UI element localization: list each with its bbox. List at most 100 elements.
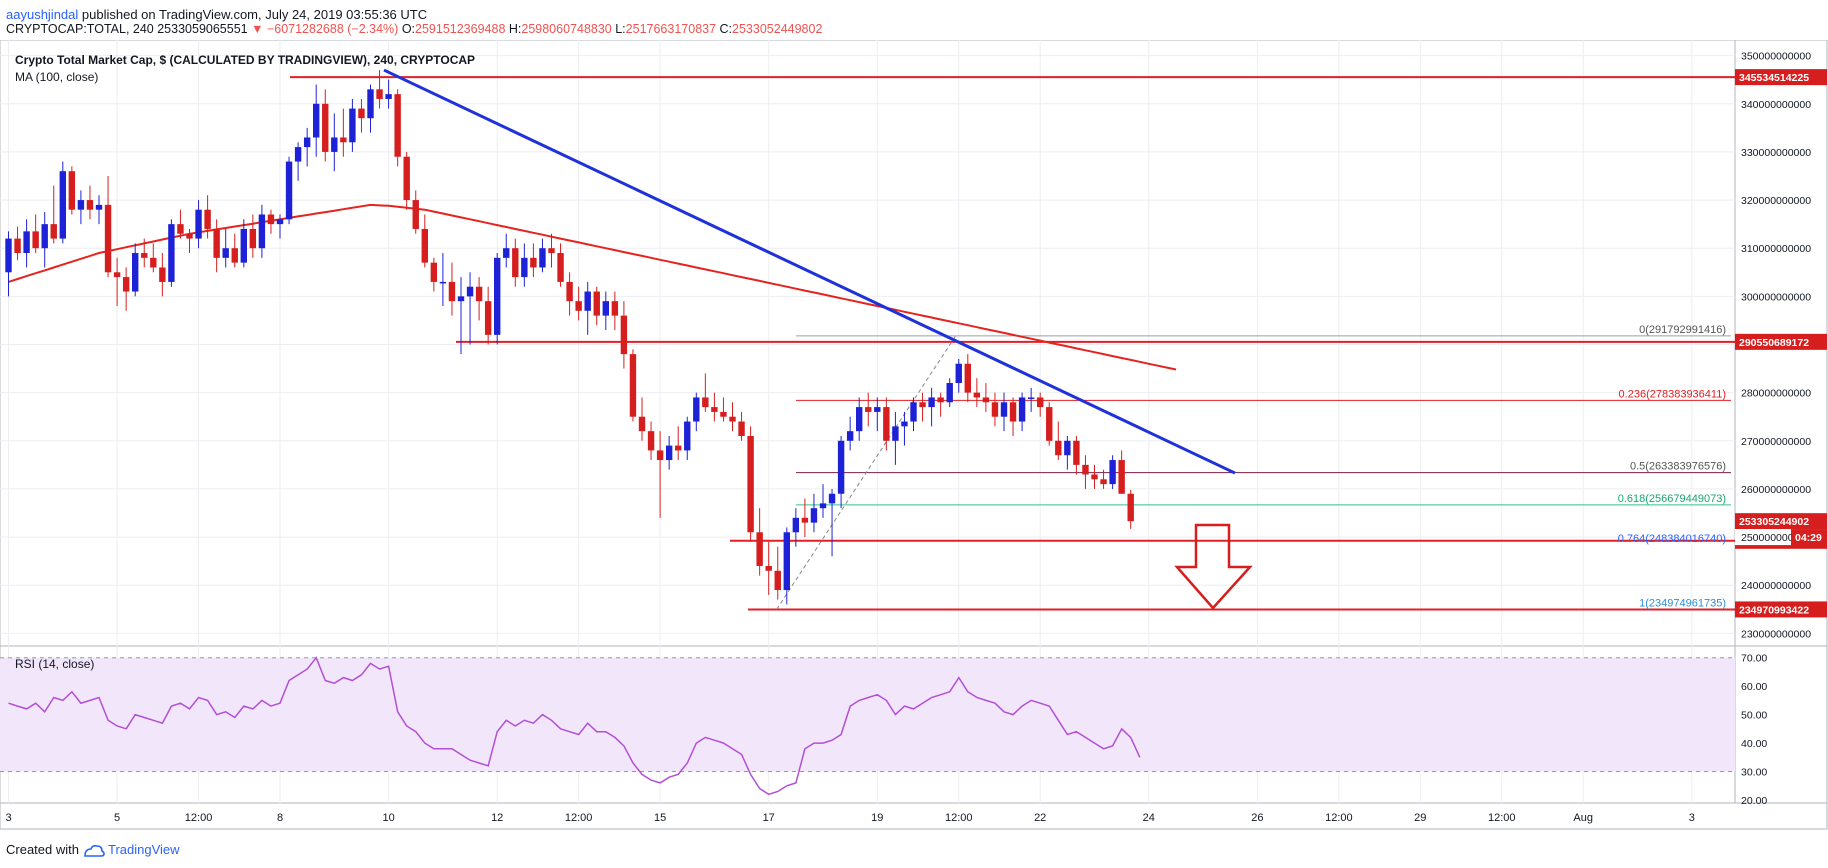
candle-body — [521, 257, 528, 278]
candle — [376, 70, 383, 109]
candle — [195, 200, 202, 249]
candle — [665, 435, 673, 470]
x-tick-label: 3 — [5, 812, 11, 824]
candle — [141, 238, 148, 268]
candle — [856, 397, 863, 441]
x-tick-label: 22 — [1034, 812, 1046, 824]
x-tick-label: 15 — [654, 812, 666, 824]
candle-body — [240, 228, 247, 263]
candle — [503, 233, 510, 268]
candle-body — [41, 224, 48, 249]
countdown: 04:29 — [1795, 532, 1822, 544]
candle — [466, 272, 474, 345]
candle — [213, 219, 220, 273]
publish-info: aayushjindal published on TradingView.co… — [6, 2, 427, 28]
fib-label: 0.5(263383976576) — [1630, 461, 1726, 473]
candle-body — [638, 416, 646, 432]
candle-body — [331, 137, 338, 152]
x-tick-label: 19 — [871, 812, 883, 824]
candle-body — [276, 219, 284, 225]
candle-body — [928, 397, 935, 408]
low-label: L: — [615, 22, 626, 36]
candle-body — [647, 431, 655, 451]
candle-body — [258, 214, 266, 249]
candle — [14, 226, 21, 261]
author-link[interactable]: aayushjindal — [6, 7, 79, 22]
candle — [738, 411, 745, 441]
candle — [729, 402, 736, 432]
candle — [303, 127, 311, 167]
x-tick-label: 12:00 — [185, 812, 213, 824]
tradingview-brand-link[interactable]: TradingView — [108, 842, 180, 857]
candle — [231, 233, 238, 268]
low-value: 2517663170837 — [625, 22, 717, 36]
candle-body — [602, 301, 609, 316]
candle — [59, 161, 66, 244]
candle — [5, 231, 12, 297]
candle-body — [466, 286, 474, 297]
candle-body — [720, 411, 727, 417]
candle — [693, 392, 700, 432]
x-tick-label: 12:00 — [1325, 812, 1353, 824]
candle — [801, 498, 809, 538]
candle — [512, 238, 519, 287]
x-tick-label: 12:00 — [1488, 812, 1516, 824]
candle-body — [973, 392, 981, 398]
x-tick-label: 12 — [491, 812, 503, 824]
price-tag: 234970993422 — [1739, 604, 1809, 616]
price-tag-bg — [1735, 601, 1827, 618]
candle-body — [747, 435, 754, 533]
candle — [774, 546, 781, 600]
candle-body — [702, 397, 709, 408]
candle — [23, 219, 30, 268]
candle-body — [964, 363, 971, 393]
candle-body — [394, 94, 401, 157]
fib-label: 1(234974961735) — [1639, 597, 1726, 609]
rsi-tick-label: 40.00 — [1741, 738, 1767, 750]
x-tick-label: 8 — [277, 812, 283, 824]
candle — [159, 253, 166, 297]
candle — [566, 272, 573, 316]
candle-body — [819, 503, 827, 509]
candle — [828, 488, 836, 557]
candle-body — [1091, 474, 1098, 480]
candle-body — [1109, 460, 1116, 485]
fib-label: 0.618(256679449073) — [1618, 493, 1726, 505]
published-text: published on TradingView.com, July 24, 2… — [81, 7, 428, 22]
candle — [1127, 489, 1134, 529]
close-label: C: — [719, 22, 733, 36]
candle — [702, 373, 709, 412]
ma-legend: MA (100, close) — [15, 70, 99, 84]
candle-body — [132, 253, 139, 292]
candle — [1055, 421, 1062, 461]
candle-body — [231, 248, 238, 263]
candle-body — [883, 407, 890, 441]
candle-body — [213, 228, 220, 258]
rsi-tick-label: 50.00 — [1741, 710, 1767, 722]
down-arrow-icon — [1174, 523, 1253, 610]
fib-label: 0.764(248384016740) — [1618, 533, 1726, 545]
candle — [955, 358, 962, 393]
candle-body — [1082, 464, 1089, 475]
y-tick-label: 260000000000 — [1741, 484, 1811, 496]
candle — [865, 392, 872, 427]
candle — [602, 291, 609, 331]
candle — [403, 151, 410, 210]
candle-body — [837, 440, 845, 494]
candle-body — [86, 200, 94, 210]
price-chart[interactable]: 3 5 12:00 8 10 12 12:00 15 17 19 12:00 22 24 26 12:00 2… — [0, 40, 1828, 840]
candle-body — [503, 248, 510, 258]
candle — [910, 397, 917, 432]
candle — [1018, 392, 1026, 432]
fib-label: 0(291792991416) — [1639, 324, 1726, 336]
candle-body — [222, 248, 229, 258]
candle-body — [159, 267, 166, 282]
candle-body — [475, 286, 483, 302]
candle-body — [1064, 440, 1071, 456]
candle — [150, 243, 157, 273]
candle-body — [303, 137, 311, 148]
candle — [122, 267, 130, 311]
candle-body — [1037, 397, 1044, 408]
candle — [240, 219, 247, 268]
candle — [222, 228, 229, 268]
